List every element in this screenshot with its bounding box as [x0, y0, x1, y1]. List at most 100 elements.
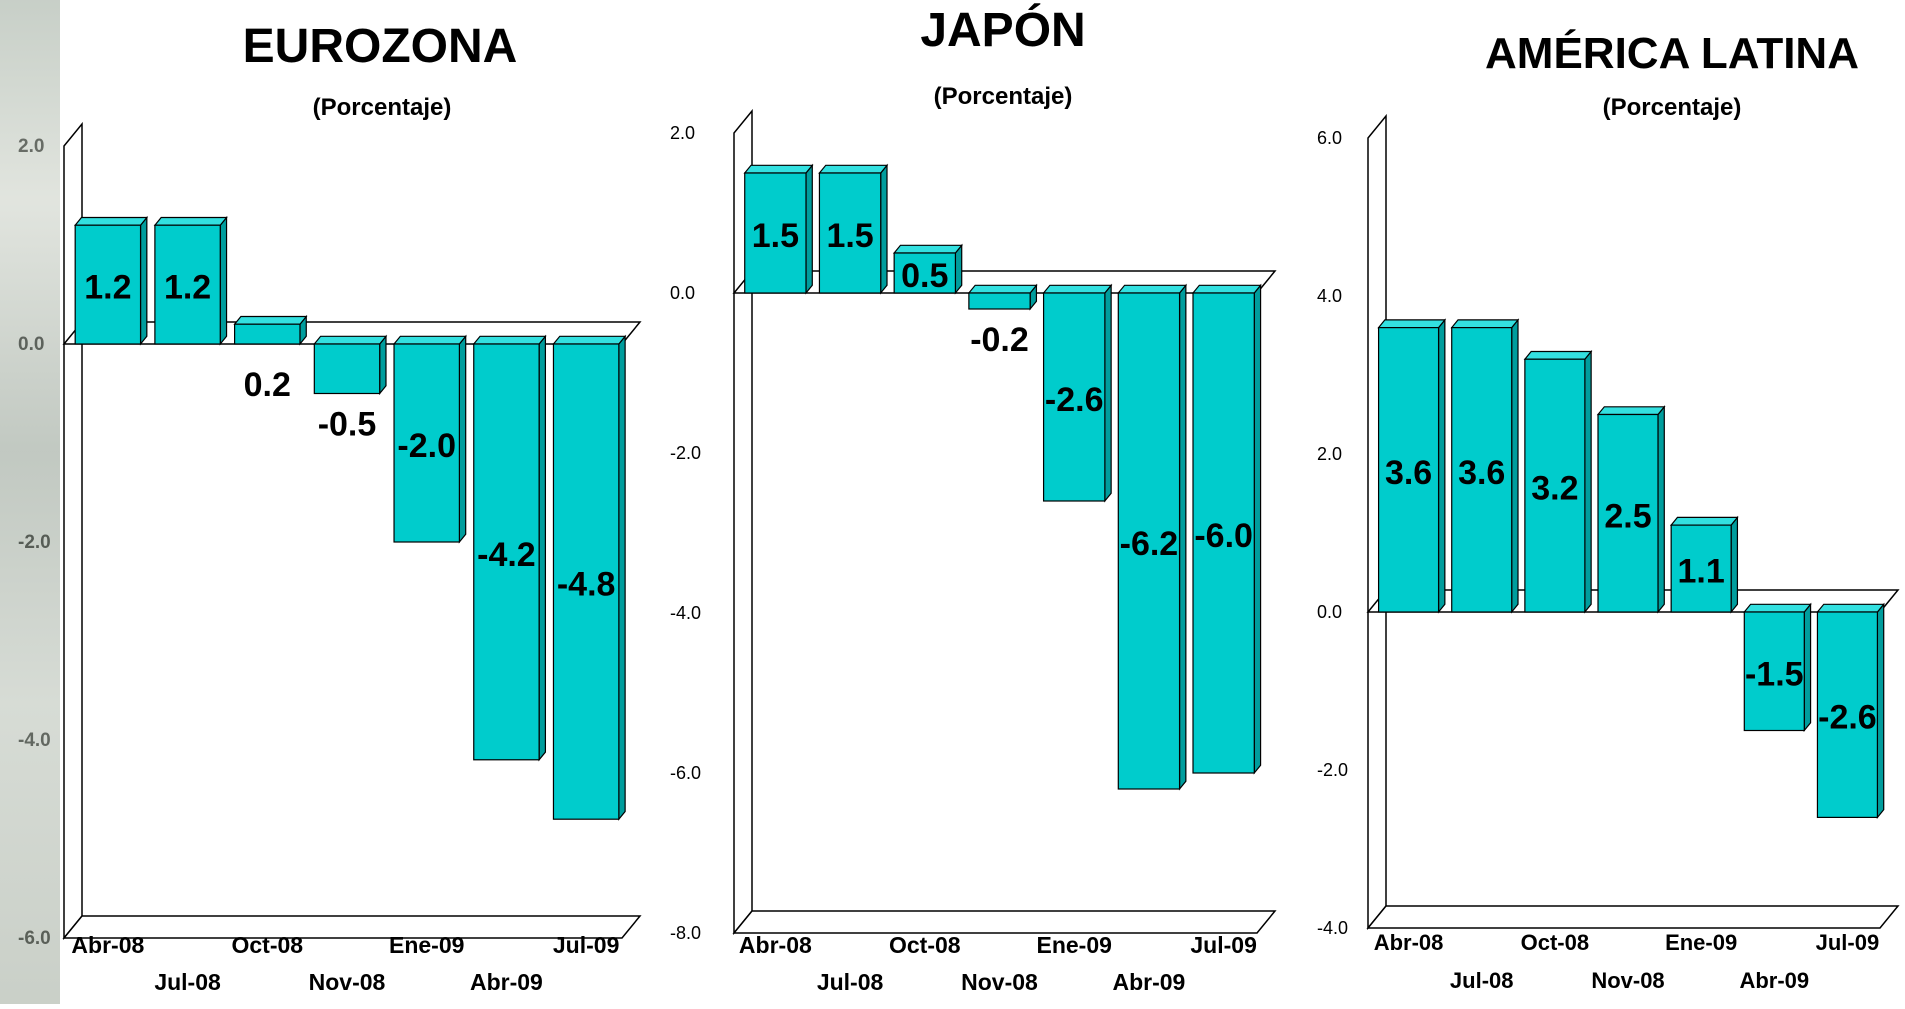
x-tick-label: Ene-09: [1665, 930, 1737, 955]
bar-front: [473, 343, 540, 761]
bar-value-label: -4.8: [557, 566, 616, 604]
bar-value-label: 1.5: [752, 217, 799, 255]
bar-Abr-09: [1743, 602, 1812, 733]
bar-Nov-08: [1596, 405, 1666, 614]
bar-front: [154, 224, 221, 345]
bar-Abr-08: [73, 215, 149, 346]
chart-subtitle: (Porcentaje): [313, 94, 452, 121]
bar-front: [1451, 327, 1513, 613]
bar-value-label: 3.6: [1458, 454, 1505, 492]
bar-top: [1377, 319, 1447, 329]
bar-side: [1803, 602, 1812, 733]
chart-america-latina: 6.0 4.0 2.0 0.0 -2.0 -4.0 3.6 3.6 3.2 2.5 1.1 -1.5-…: [1317, 28, 1900, 993]
bar-value-label: -6.2: [1120, 525, 1179, 563]
bar-top: [1523, 350, 1593, 360]
bar-top: [1191, 284, 1262, 294]
bar-side: [1104, 283, 1112, 503]
chart-japon: 2.0 0.0 -2.0 -4.0 -6.0 -8.0 1.5 1.5 0.5 -0.2 -2.6 -…: [670, 2, 1277, 995]
bar-Abr-08: [1377, 318, 1447, 614]
x-tick-label: Jul-08: [817, 969, 884, 995]
bar-top: [892, 244, 963, 254]
bar-Ene-09: [392, 334, 467, 544]
y-tick-label: 2.0: [670, 123, 695, 143]
chart-subtitle: (Porcentaje): [1603, 94, 1742, 121]
bar-side: [1584, 349, 1592, 614]
bar-value-label: 1.1: [1678, 553, 1725, 591]
bar-side: [1876, 602, 1885, 820]
bar-top: [1450, 319, 1520, 329]
bar-value-label: -2.0: [397, 427, 456, 465]
chart-eurozona: 2.00.0-2.0-4.0-6.01.21.20.2-0.5-2.0-4.2-…: [18, 20, 642, 995]
x-tick-label: Jul-09: [1190, 932, 1256, 958]
y-tick-label: -2.0: [1317, 760, 1348, 780]
bar-top: [552, 335, 627, 345]
floor: [62, 915, 642, 939]
y-tick-label: -8.0: [670, 923, 701, 943]
bar-Ene-09: [1669, 515, 1739, 614]
bar-top: [1816, 603, 1885, 613]
x-tick-label: Abr-08: [739, 932, 812, 958]
x-tick-label: Abr-09: [470, 969, 543, 995]
bar-Oct-08: [892, 243, 963, 295]
x-tick-label: Abr-08: [1374, 930, 1444, 955]
x-tick-label: Jul-09: [553, 932, 619, 958]
x-tick-label: Jul-08: [154, 969, 221, 995]
bar-front: [313, 343, 381, 395]
bar-front: [234, 323, 301, 345]
y-tick-label: -2.0: [670, 443, 701, 463]
bar-Nov-08: [967, 283, 1038, 311]
x-tick-label: Nov-08: [309, 969, 386, 995]
bar-value-label: 3.6: [1385, 454, 1432, 492]
x-tick-label: Abr-09: [1112, 969, 1185, 995]
bar-top: [1596, 406, 1666, 416]
bar-front: [1816, 611, 1879, 818]
chart-title: EUROZONA: [243, 20, 518, 73]
bar-side: [139, 215, 148, 346]
bar-top: [818, 164, 889, 174]
bar-Abr-09: [472, 334, 547, 762]
chart-title: AMÉRICA LATINA: [1485, 28, 1859, 78]
bar-front: [552, 343, 620, 820]
bar-side: [1730, 515, 1739, 614]
bar-top: [1042, 284, 1113, 294]
y-tick-label: -4.0: [670, 603, 701, 623]
y-tick-label: 4.0: [1317, 286, 1342, 306]
x-tick-label: Jul-09: [1816, 930, 1880, 955]
bar-top: [1743, 603, 1812, 613]
bar-front: [1524, 358, 1586, 613]
x-tick-label: Jul-08: [1450, 968, 1514, 993]
bar-Nov-08: [313, 334, 388, 396]
y-tick-label: 0.0: [1317, 602, 1342, 622]
floor: [732, 910, 1277, 934]
bar-front: [1192, 292, 1255, 774]
bar-value-label: 1.2: [164, 269, 211, 307]
bar-value-label: -0.5: [318, 406, 377, 444]
bar-top: [1117, 284, 1188, 294]
bar-side: [805, 163, 813, 295]
bar-front: [968, 292, 1031, 310]
x-tick-label: Nov-08: [1591, 968, 1664, 993]
bar-value-label: -4.2: [477, 536, 536, 574]
bar-front: [893, 252, 957, 294]
bar-value-label: -6.0: [1194, 517, 1253, 555]
bar-Jul-09: [552, 334, 627, 821]
bar-front: [1670, 524, 1732, 613]
bar-top: [1669, 516, 1739, 526]
bar-Ene-09: [1042, 283, 1113, 503]
y-tick-label: -4.0: [1317, 918, 1348, 938]
x-tick-label: Nov-08: [961, 969, 1038, 995]
y-tick-label: 2.0: [1317, 444, 1342, 464]
chart-subtitle: (Porcentaje): [934, 83, 1073, 110]
bar-Jul-08: [153, 215, 228, 346]
bar-value-label: 0.2: [244, 366, 291, 404]
bar-value-label: -1.5: [1745, 655, 1804, 693]
bar-side: [1178, 283, 1187, 791]
y-tick-label: 6.0: [1317, 128, 1342, 148]
bar-value-label: -2.6: [1818, 699, 1877, 737]
y-tick-label: 0.0: [670, 283, 695, 303]
bar-value-label: 3.2: [1531, 470, 1578, 508]
bar-top: [73, 216, 149, 226]
bar-side: [458, 334, 467, 544]
